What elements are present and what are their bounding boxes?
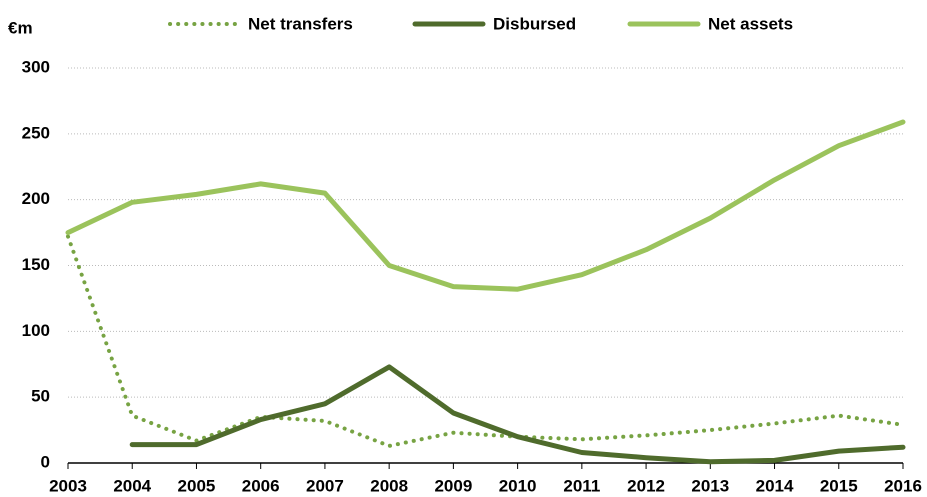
x-tick-label: 2011 — [563, 476, 600, 495]
y-axis-label: €m — [8, 18, 33, 37]
series-line — [129, 364, 906, 465]
x-tick-label: 2016 — [884, 476, 922, 495]
y-tick-label: 250 — [22, 123, 50, 142]
x-tick-label: 2015 — [820, 476, 858, 495]
legend-label: Disbursed — [493, 14, 576, 33]
y-tick-label: 300 — [22, 57, 50, 76]
x-tick-label: 2012 — [627, 476, 665, 495]
legend-label: Net assets — [708, 14, 793, 33]
x-tick-label: 2013 — [691, 476, 729, 495]
x-tick-label: 2003 — [49, 476, 87, 495]
x-tick-label: 2004 — [113, 476, 151, 495]
y-tick-label: 0 — [41, 452, 50, 471]
series-line — [66, 234, 905, 448]
x-tick-label: 2014 — [756, 476, 794, 495]
y-tick-label: 150 — [22, 255, 50, 274]
y-tick-label: 100 — [22, 321, 50, 340]
x-tick-label: 2007 — [306, 476, 344, 495]
x-tick-label: 2008 — [370, 476, 408, 495]
x-tick-label: 2005 — [178, 476, 216, 495]
series-line — [65, 119, 906, 292]
x-tick-label: 2009 — [434, 476, 472, 495]
y-tick-label: 200 — [22, 189, 50, 208]
y-tick-label: 50 — [31, 387, 50, 406]
legend-label: Net transfers — [248, 14, 353, 33]
x-tick-label: 2006 — [242, 476, 280, 495]
x-tick-label: 2010 — [499, 476, 537, 495]
